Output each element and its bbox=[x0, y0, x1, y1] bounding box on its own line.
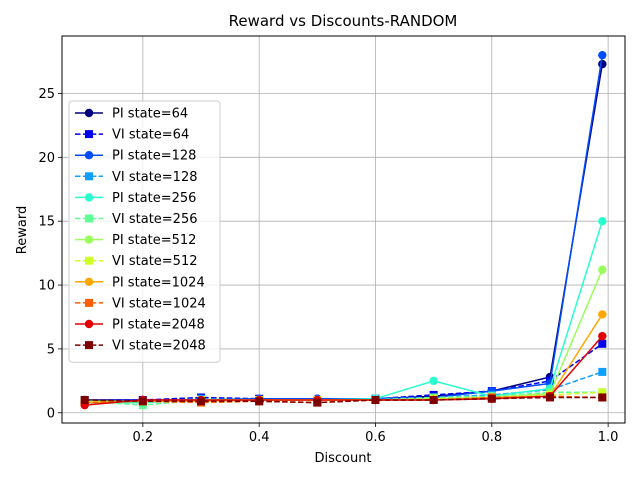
data-point-marker bbox=[598, 367, 607, 376]
legend-item: PI state=64 bbox=[75, 107, 188, 122]
legend-label: PI state=1024 bbox=[112, 275, 205, 290]
data-point-marker bbox=[598, 388, 607, 397]
y-tick-label: 15 bbox=[38, 215, 55, 230]
chart-title: Reward vs Discounts-RANDOM bbox=[229, 12, 458, 30]
y-tick-label: 10 bbox=[38, 279, 55, 294]
legend-item: PI state=512 bbox=[75, 233, 196, 248]
legend-box bbox=[68, 100, 221, 363]
y-axis-label: Reward bbox=[15, 206, 30, 254]
axis-ticks: 0.2 0.4 0.6 0.8 1.0 0 5 10 15 20 25 bbox=[38, 87, 618, 445]
x-tick-label: 0.4 bbox=[249, 430, 270, 445]
legend-item: PI state=256 bbox=[75, 191, 196, 206]
legend-label: VI state=64 bbox=[112, 128, 189, 143]
y-tick-label: 20 bbox=[38, 151, 55, 166]
series-lines bbox=[80, 50, 607, 410]
legend-marker bbox=[84, 151, 94, 160]
legend-marker bbox=[85, 256, 93, 265]
legend-label: PI state=2048 bbox=[112, 318, 205, 333]
y-tick-label: 25 bbox=[38, 87, 55, 102]
data-point-marker bbox=[598, 331, 607, 341]
legend-item: VI state=64 bbox=[75, 128, 189, 143]
legend-label: PI state=512 bbox=[112, 233, 196, 248]
data-point-marker bbox=[313, 398, 322, 407]
legend-label: PI state=64 bbox=[112, 107, 188, 122]
legend-item: PI state=1024 bbox=[75, 275, 205, 290]
legend-marker bbox=[84, 108, 94, 118]
data-point-marker bbox=[138, 397, 147, 406]
x-tick-label: 0.8 bbox=[481, 430, 502, 445]
legend-marker bbox=[85, 214, 93, 223]
legend-label: VI state=128 bbox=[112, 170, 198, 185]
series-line bbox=[84, 396, 603, 404]
data-point-marker bbox=[487, 394, 496, 403]
plot-frame bbox=[61, 35, 626, 424]
legend-label: PI state=128 bbox=[112, 149, 196, 164]
legend-marker bbox=[84, 193, 94, 202]
y-tick-label: 5 bbox=[47, 342, 55, 357]
x-axis-label: Discount bbox=[314, 451, 371, 466]
data-point-marker bbox=[429, 376, 438, 386]
x-tick-label: 0.6 bbox=[365, 430, 386, 445]
series-vi-state-2048 bbox=[80, 393, 607, 407]
data-point-marker bbox=[598, 50, 607, 60]
legend-label: VI state=256 bbox=[112, 212, 198, 227]
data-point-marker bbox=[371, 396, 380, 405]
legend-marker bbox=[85, 298, 93, 307]
legend-marker bbox=[84, 319, 94, 329]
data-point-marker bbox=[545, 393, 554, 402]
y-tick-label: 0 bbox=[47, 406, 55, 421]
data-point-marker bbox=[598, 393, 607, 402]
legend-marker bbox=[85, 172, 93, 181]
data-point-marker bbox=[255, 397, 264, 406]
legend-item: VI state=2048 bbox=[75, 339, 206, 354]
x-tick-label: 1.0 bbox=[598, 430, 619, 445]
data-point-marker bbox=[197, 397, 206, 406]
legend: PI state=64 VI state=64 PI state=128 VI sta… bbox=[68, 100, 221, 363]
data-point-marker bbox=[429, 396, 438, 405]
data-point-marker bbox=[598, 265, 607, 274]
data-point-marker bbox=[598, 216, 607, 226]
legend-item: VI state=128 bbox=[75, 170, 198, 185]
data-point-marker bbox=[598, 310, 607, 319]
legend-label: VI state=512 bbox=[112, 254, 198, 269]
legend-label: VI state=1024 bbox=[112, 296, 206, 311]
legend-item: VI state=1024 bbox=[75, 296, 206, 311]
legend-marker bbox=[85, 130, 93, 139]
legend-marker bbox=[84, 235, 94, 244]
legend-item: PI state=2048 bbox=[75, 318, 205, 333]
legend-marker bbox=[84, 277, 94, 286]
data-point-marker bbox=[598, 339, 607, 348]
x-tick-label: 0.2 bbox=[133, 430, 154, 445]
legend-item: VI state=256 bbox=[75, 212, 198, 227]
legend-marker bbox=[85, 341, 93, 350]
legend-item: PI state=128 bbox=[75, 149, 196, 164]
legend-label: VI state=2048 bbox=[112, 339, 206, 354]
legend-item: VI state=512 bbox=[75, 254, 198, 269]
data-point-marker bbox=[80, 396, 89, 405]
legend-label: PI state=256 bbox=[112, 191, 196, 206]
data-point-marker bbox=[598, 59, 607, 69]
